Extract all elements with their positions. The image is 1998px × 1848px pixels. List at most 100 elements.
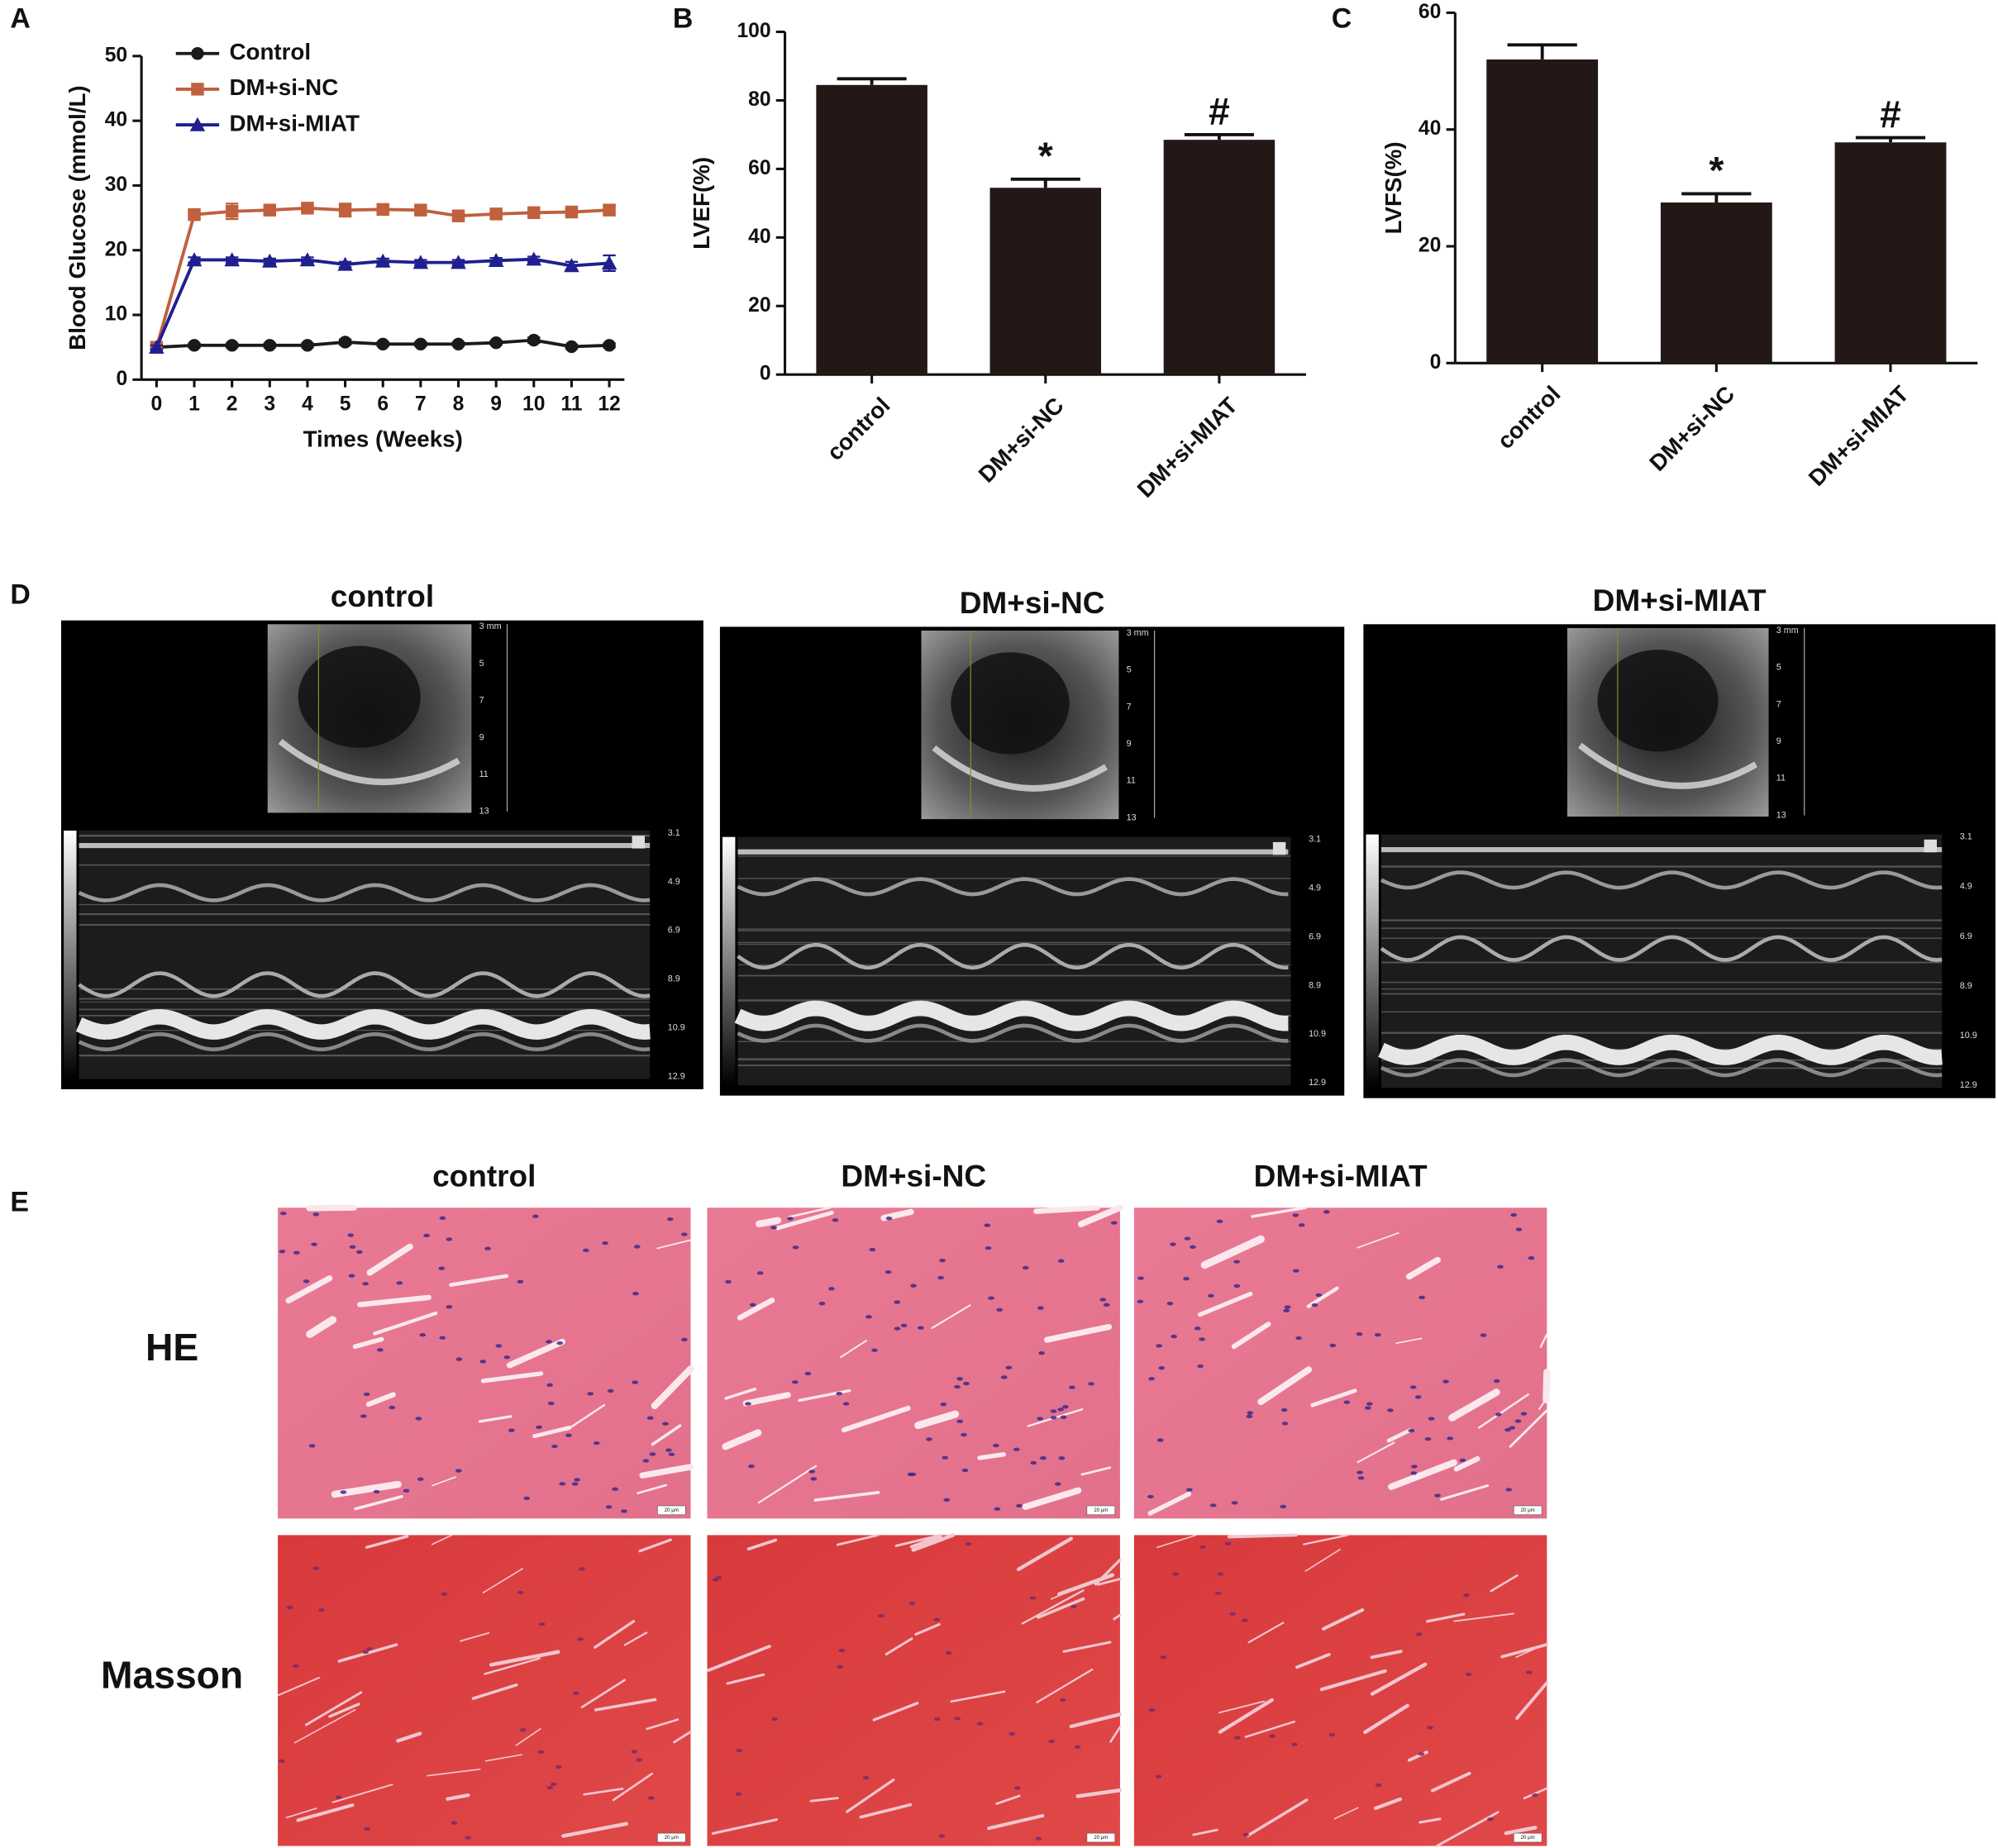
marker [337,256,353,271]
mmode-wall [1378,1034,1943,1065]
nucleus [665,1448,672,1452]
nucleus [1514,1419,1522,1423]
significance-label: # [1880,93,1901,136]
marker [188,207,201,221]
nucleus [415,1417,422,1421]
nucleus [546,1785,554,1790]
nucleus [1525,1670,1533,1674]
nucleus [602,1241,608,1245]
nucleus [279,1212,287,1216]
nucleus [1241,1618,1248,1622]
tissue-gap [1509,1409,1548,1448]
marker [224,252,240,267]
nucleus [1022,1265,1029,1270]
tissue-gap [839,1340,868,1359]
depth-label: 7 [1127,702,1132,712]
bmode-image [1566,627,1769,817]
x-tick-label: 4 [302,393,313,416]
nucleus [926,1437,932,1441]
nucleus [1183,1277,1190,1281]
tissue-gap [1370,1650,1403,1660]
marker [489,207,503,221]
depth-label: 9 [1127,739,1132,749]
tissue-gap [1453,1455,1481,1472]
nucleus [621,1509,627,1513]
nucleus [1048,1739,1056,1744]
mmode-depth-label: 6.9 [1960,931,1972,941]
nucleus [446,1305,453,1309]
mmode-depth-label: 8.9 [1960,981,1972,991]
nucleus [745,1402,751,1406]
tissue-gap [594,1698,657,1712]
nucleus [1311,1303,1318,1307]
marker [603,339,616,352]
mmode-depth-label: 4.9 [1960,882,1972,892]
tissue-gap [775,1210,834,1231]
tissue-gap [1419,1817,1442,1824]
tissue-gap [366,1243,413,1276]
nucleus [681,1337,688,1342]
nucleus [954,1384,961,1389]
tissue-gap [1388,1459,1457,1490]
depth-label: 13 [1127,812,1137,822]
marker [489,336,503,350]
nucleus [994,1507,1001,1511]
tissue-gap [977,1452,1006,1460]
depth-label: 5 [479,659,484,669]
nucleus [279,1250,286,1254]
nucleus [578,1567,585,1571]
nucleus [940,1403,947,1407]
mmode-depth-label: 12.9 [668,1071,685,1081]
tissue-gap [894,1533,942,1547]
tissue-gap [296,1803,355,1822]
nucleus [1463,1593,1470,1598]
nucleus [1284,1305,1291,1309]
nucleus [996,1307,1004,1312]
tissue-gap [1227,1533,1298,1539]
tissue-gap [623,1631,648,1646]
nucleus [1160,1655,1167,1660]
nucleus [1532,1793,1538,1798]
depth-label: 11 [479,769,489,779]
nucleus [1504,1427,1511,1432]
x-axis-label: Times (Weeks) [303,426,463,452]
x-tick-label: 3 [264,393,275,416]
nucleus [537,1750,545,1754]
nucleus [1199,1545,1206,1550]
error-bar [1010,177,1080,188]
nucleus [1357,1476,1365,1480]
tissue-gap [331,1784,393,1803]
y-tick-label: 30 [105,174,127,196]
tissue-gap [482,1568,523,1593]
nucleus [1057,1407,1064,1412]
column-title: DM+si-MIAT [1254,1160,1428,1193]
tissue-gap [707,1645,771,1672]
nucleus [1375,1783,1382,1788]
x-tick-label: DM+si-NC [1644,381,1739,476]
nucleus [965,1541,972,1546]
mmode-depth-label: 3.1 [1960,832,1972,842]
tissue-gap [1016,1536,1074,1571]
nucleus [647,1796,655,1800]
tissue-gap [914,1622,941,1636]
y-tick-label: 10 [105,303,127,326]
nucleus [587,1392,594,1396]
tissue-gap [1453,1612,1514,1622]
nucleus [349,1245,356,1249]
tissue-gap [1251,1206,1307,1218]
panel-label: D [10,579,31,610]
nucleus [1424,1436,1432,1441]
column-title: DM+si-NC [841,1160,986,1193]
depth-label: 7 [1776,699,1781,709]
nucleus [1190,1245,1196,1250]
nucleus [1029,1596,1037,1600]
nucleus [937,1275,944,1280]
y-tick-label: 0 [760,363,771,385]
depth-label: 7 [479,696,484,706]
nucleus [938,1834,946,1838]
nucleus [649,1452,656,1456]
nucleus [837,1665,844,1669]
scale-bar-box [1513,1832,1543,1843]
tissue-gap [1231,1322,1271,1350]
